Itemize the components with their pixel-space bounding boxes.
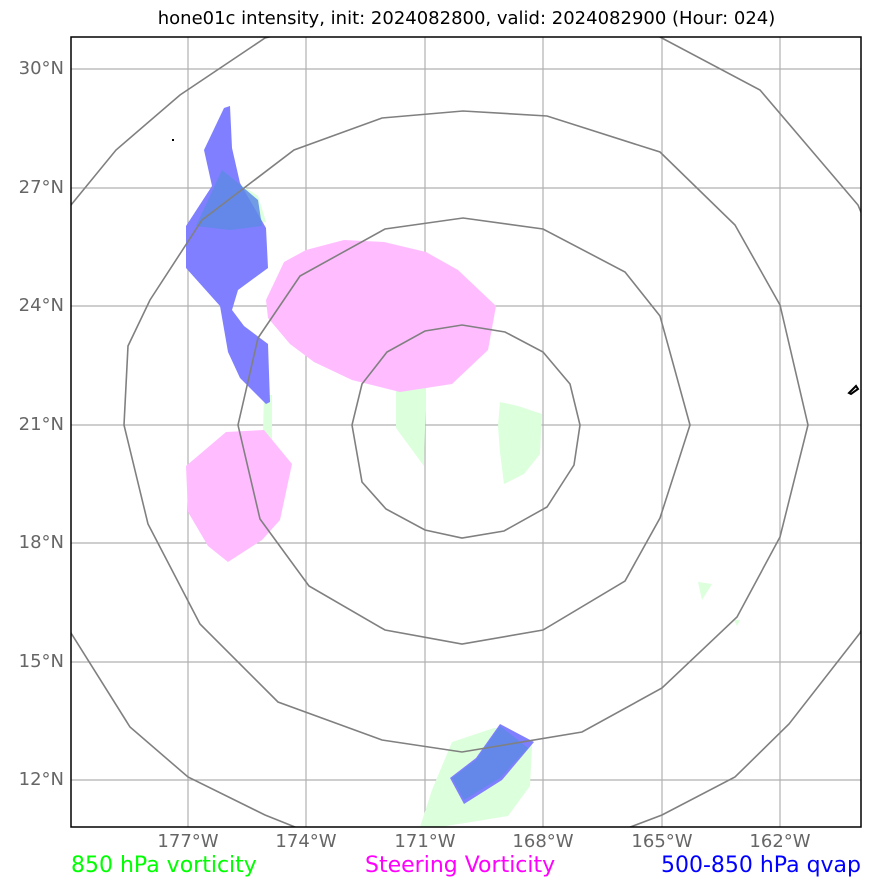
- ring-second: [237, 217, 691, 645]
- lon-label-168w: 168°W: [512, 831, 574, 852]
- legend-steering-vorticity: Steering Vorticity: [365, 853, 556, 878]
- map-title: hone01c intensity, init: 2024082800, val…: [157, 8, 776, 29]
- lat-label-12n: 12°N: [18, 769, 64, 790]
- lat-label-21n: 21°N: [18, 414, 64, 435]
- lon-label-165w: 165°W: [631, 831, 693, 852]
- steering-vorticity-contours: [186, 240, 496, 562]
- ring-inner: [351, 324, 581, 539]
- ring-outer: [71, 37, 861, 827]
- distance-rings: [71, 37, 861, 827]
- legend-850-vorticity: 850 hPa vorticity: [71, 853, 257, 878]
- magenta-region-north: [266, 240, 496, 392]
- magenta-region-southwest: [186, 430, 292, 562]
- lon-label-177w: 177°W: [157, 831, 219, 852]
- lat-label-18n: 18°N: [18, 532, 64, 553]
- lon-label-162w: 162°W: [749, 831, 811, 852]
- green-region-east: [498, 402, 542, 484]
- graticule: [71, 37, 861, 827]
- blue-region-north: [186, 106, 270, 404]
- ring-third: [123, 110, 809, 753]
- green-region-dot: [734, 620, 740, 626]
- lat-label-24n: 24°N: [18, 295, 64, 316]
- lat-label-15n: 15°N: [18, 651, 64, 672]
- lon-label-171w: 171°W: [394, 831, 456, 852]
- legend-qvap: 500-850 hPa qvap: [660, 853, 861, 878]
- lon-label-174w: 174°W: [275, 831, 337, 852]
- lat-label-27n: 27°N: [18, 177, 64, 198]
- land-islet-east: [847, 384, 860, 396]
- lat-label-30n: 30°N: [18, 58, 64, 79]
- green-region-far-east: [698, 582, 712, 600]
- map-frame: [70, 36, 862, 828]
